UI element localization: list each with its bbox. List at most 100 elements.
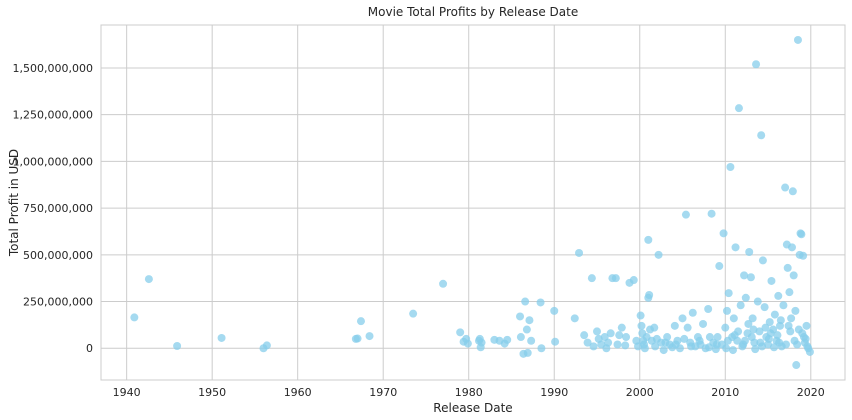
data-point (748, 314, 757, 323)
data-point (713, 333, 722, 342)
data-point (741, 293, 750, 302)
data-point (687, 342, 696, 351)
data-point (794, 325, 803, 334)
data-point (604, 338, 613, 347)
data-point (728, 346, 737, 355)
data-point (802, 321, 811, 330)
data-point (773, 331, 782, 340)
data-point (801, 334, 810, 343)
data-point (789, 271, 798, 280)
x-tick-label: 2000 (626, 386, 654, 399)
data-point (661, 338, 670, 347)
data-point (793, 340, 802, 349)
data-point (779, 301, 788, 310)
data-point (173, 341, 182, 350)
x-tick-label: 1960 (284, 386, 312, 399)
data-point (760, 303, 769, 312)
data-point (765, 318, 774, 327)
y-tick-label: 0 (86, 342, 93, 355)
data-point (766, 329, 775, 338)
x-tick-label: 1940 (113, 386, 141, 399)
data-point (551, 337, 560, 346)
data-point (476, 343, 485, 352)
data-point (356, 317, 365, 326)
data-point (130, 313, 139, 322)
data-point (678, 314, 687, 323)
data-point (734, 104, 743, 113)
data-point (761, 323, 770, 332)
data-point (770, 310, 779, 319)
data-point (654, 250, 663, 259)
x-tick-label: 1970 (369, 386, 397, 399)
y-tick-label: 500,000,000 (23, 249, 93, 262)
grid-lines (101, 25, 845, 380)
data-point (456, 328, 465, 337)
data-point (699, 319, 708, 328)
data-point (683, 323, 692, 332)
data-point (606, 329, 615, 338)
data-point (516, 333, 525, 342)
data-point (671, 340, 680, 349)
data-point (721, 323, 730, 332)
data-point (775, 338, 784, 347)
data-point (747, 333, 756, 342)
x-tick-label: 1990 (540, 386, 568, 399)
data-point (784, 321, 793, 330)
data-point (580, 331, 589, 340)
data-point (723, 336, 732, 345)
data-point (522, 325, 531, 334)
data-point (781, 183, 790, 192)
data-point (744, 319, 753, 328)
data-point (719, 229, 728, 238)
data-point (523, 348, 532, 357)
data-point (262, 341, 271, 350)
y-tick-label: 1,500,000,000 (13, 62, 93, 75)
data-point (752, 60, 761, 69)
data-point (781, 340, 790, 349)
data-point (688, 308, 697, 317)
data-point (740, 336, 749, 345)
x-tick-label: 2010 (711, 386, 739, 399)
data-point (751, 345, 760, 354)
data-point (803, 342, 812, 351)
data-point (705, 343, 714, 352)
data-point (758, 256, 767, 265)
y-tick-label: 750,000,000 (23, 202, 93, 215)
y-tick-label: 1,250,000,000 (13, 109, 93, 122)
y-tick-labels: 0 250,000,000 500,000,000 750,000,000 1,000,… (13, 62, 93, 355)
data-point (144, 275, 153, 284)
data-point (439, 279, 448, 288)
data-point (740, 271, 749, 280)
data-point (695, 336, 704, 345)
data-point (770, 343, 779, 352)
data-point (550, 306, 559, 315)
data-point (787, 243, 796, 252)
data-point (593, 327, 601, 336)
data-point (757, 131, 766, 140)
data-point (536, 298, 545, 307)
data-point (575, 248, 584, 257)
data-point (749, 325, 758, 334)
data-point (570, 314, 579, 323)
data-point (611, 274, 620, 283)
data-point (353, 334, 362, 343)
data-point (797, 230, 806, 239)
data-point (791, 306, 800, 315)
data-point (651, 342, 660, 351)
plot-area (100, 24, 846, 381)
data-point (707, 209, 716, 218)
data-point (521, 297, 530, 306)
data-point (788, 187, 797, 196)
data-point (621, 341, 630, 350)
data-point (217, 333, 226, 342)
data-point (793, 35, 802, 44)
data-point (722, 344, 731, 353)
data-point (365, 332, 374, 341)
y-axis-label: Total Profit in USD (7, 149, 21, 257)
data-point (617, 323, 626, 332)
data-point (637, 321, 646, 330)
data-point (729, 314, 738, 323)
data-point (745, 248, 754, 257)
data-point (787, 314, 796, 323)
data-point (736, 301, 745, 310)
